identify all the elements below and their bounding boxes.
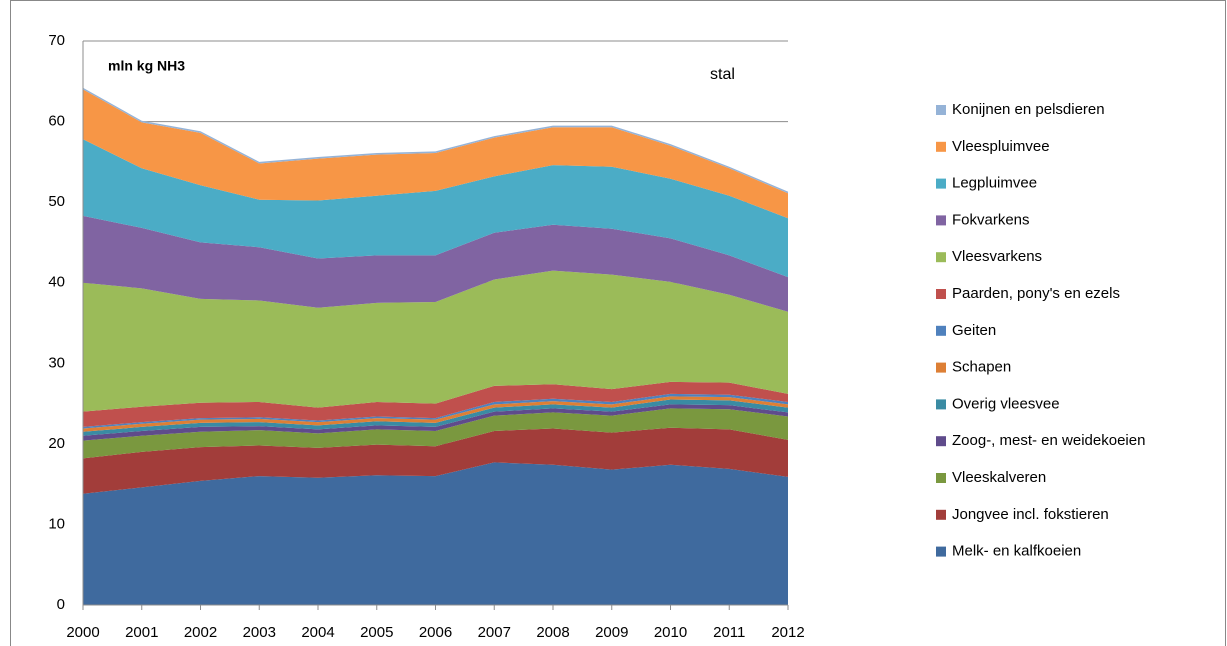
x-tick-label: 2006 — [419, 624, 452, 641]
legend-swatch — [936, 289, 946, 299]
legend-label: Paarden, pony's en ezels — [952, 285, 1120, 302]
area — [83, 399, 788, 436]
area — [83, 381, 788, 427]
area — [83, 462, 788, 605]
y-tick-label: 0 — [57, 596, 65, 613]
y-tick-label: 30 — [48, 354, 65, 371]
legend-label: Melk- en kalfkoeien — [952, 543, 1081, 560]
area — [83, 215, 788, 312]
unit-label: mln kg NH3 — [108, 58, 185, 74]
y-tick-label: 10 — [48, 515, 65, 532]
x-tick-label: 2011 — [713, 624, 745, 641]
legend-label: Vleespluimvee — [952, 138, 1050, 155]
x-tick-label: 2000 — [66, 624, 99, 641]
legend-swatch — [936, 215, 946, 226]
legend-swatch — [936, 436, 946, 447]
legend-label: Vleesvarkens — [952, 248, 1042, 265]
area — [83, 427, 788, 494]
y-tick-label: 70 — [48, 32, 65, 49]
legend-label: Zoog-, mest- en weidekoeien — [952, 432, 1145, 449]
area — [83, 404, 788, 441]
x-tick-label: 2008 — [536, 624, 569, 641]
legend-swatch — [936, 178, 946, 189]
area — [83, 89, 788, 219]
legend-label: Konijnen en pelsdieren — [952, 101, 1105, 118]
legend-swatch — [936, 362, 946, 373]
x-tick-label: 2003 — [243, 624, 276, 641]
y-tick-label: 20 — [48, 435, 65, 452]
legend-swatch — [936, 141, 946, 152]
legend-swatch — [936, 509, 946, 520]
annotation: stal — [710, 66, 735, 83]
legend-swatch — [936, 105, 946, 115]
area — [83, 139, 788, 278]
x-tick-label: 2009 — [595, 624, 628, 641]
x-tick-label: 2002 — [184, 624, 217, 641]
area — [83, 393, 788, 429]
legend-label: Schapen — [952, 359, 1011, 376]
x-tick-label: 2004 — [301, 624, 334, 641]
legend-swatch — [936, 473, 946, 483]
legend-label: Legpluimvee — [952, 175, 1037, 192]
legend-label: Vleeskalveren — [952, 469, 1046, 486]
legend-swatch — [936, 399, 946, 410]
y-tick-label: 40 — [48, 274, 65, 291]
legend-label: Overig vleesvee — [952, 395, 1060, 412]
legend-swatch — [936, 546, 946, 557]
y-tick-label: 50 — [48, 193, 65, 210]
x-tick-label: 2005 — [360, 624, 393, 641]
legend-label: Geiten — [952, 322, 996, 339]
x-tick-label: 2001 — [125, 624, 158, 641]
x-tick-label: 2012 — [771, 624, 804, 641]
area — [83, 396, 788, 432]
legend-swatch — [936, 325, 946, 336]
legend-swatch — [936, 252, 946, 263]
area — [83, 408, 788, 459]
legend-label: Fokvarkens — [952, 211, 1030, 228]
x-tick-label: 2010 — [654, 624, 687, 641]
legend-label: Jongvee incl. fokstieren — [952, 506, 1109, 523]
x-tick-label: 2007 — [478, 624, 511, 641]
area — [83, 270, 788, 412]
y-tick-label: 60 — [48, 113, 65, 130]
